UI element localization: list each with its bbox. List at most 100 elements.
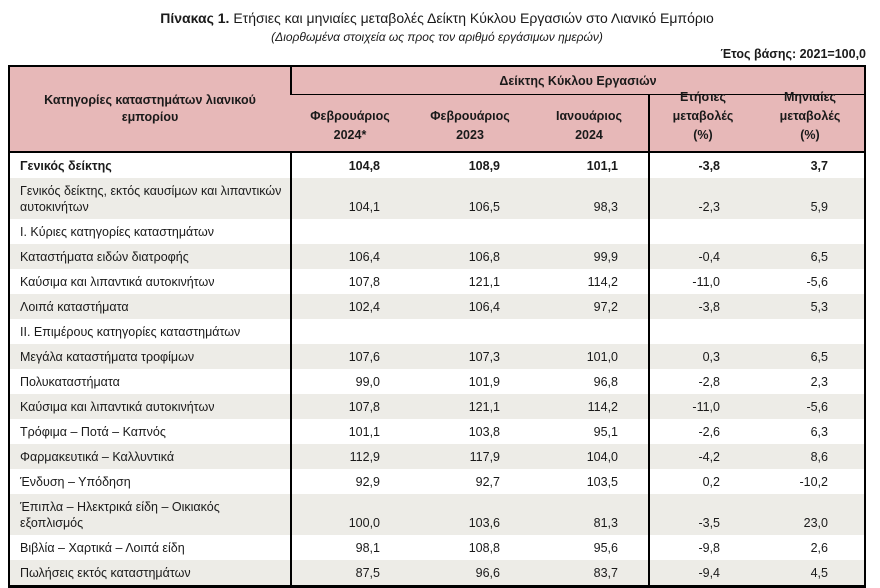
row-value bbox=[756, 219, 864, 244]
row-value: 98,3 bbox=[530, 178, 648, 219]
row-value: -9,8 bbox=[648, 535, 756, 560]
row-label: Λοιπά καταστήματα bbox=[10, 294, 290, 319]
row-value bbox=[756, 319, 864, 344]
row-label: Γενικός δείκτης bbox=[20, 159, 112, 173]
row-value: -3,5 bbox=[648, 494, 756, 535]
row-value: 102,4 bbox=[290, 294, 410, 319]
row-value: 114,2 bbox=[530, 394, 648, 419]
table-title: Πίνακας 1. Ετήσιες και μηνιαίες μεταβολέ… bbox=[8, 9, 866, 27]
row-value: -10,2 bbox=[799, 475, 829, 489]
row-value: 92,7 bbox=[475, 475, 500, 489]
row-value: 106,8 bbox=[410, 244, 530, 269]
row-value: 107,8 bbox=[290, 269, 410, 294]
row-value: -3,8 bbox=[648, 153, 756, 178]
row-value: 98,1 bbox=[290, 535, 410, 560]
row-value bbox=[648, 319, 756, 344]
turnover-index-table: Κατηγορίες καταστημάτων λιανικού εμπορίο… bbox=[8, 65, 866, 588]
row-value: 103,6 bbox=[410, 494, 530, 535]
row-label: Καύσιμα και λιπαντικά αυτοκινήτων bbox=[20, 275, 215, 289]
table-subtitle: (Διορθωμένα στοιχεία ως προς τον αριθμό … bbox=[271, 30, 603, 44]
category-column-header: Κατηγορίες καταστημάτων λιανικού εμπορίο… bbox=[10, 67, 290, 153]
row-value: 104,8 bbox=[290, 153, 410, 178]
row-value: -11,0 bbox=[648, 394, 756, 419]
row-value: 4,5 bbox=[756, 560, 864, 585]
row-label: Φαρμακευτικά – Καλλυντικά bbox=[10, 444, 290, 469]
row-value: 95,1 bbox=[593, 425, 618, 439]
group-header-turnover-index: Δείκτης Κύκλου Εργασιών bbox=[290, 67, 864, 95]
column-header-february-2023: Φεβρουάριος 2023 bbox=[410, 95, 530, 153]
row-label: Έπιπλα – Ηλεκτρικά είδη – Οικιακός εξοπλ… bbox=[10, 494, 290, 535]
row-value: 2,6 bbox=[810, 541, 828, 555]
row-value: 0,2 bbox=[648, 469, 756, 494]
row-value: 104,0 bbox=[530, 444, 648, 469]
row-value: -9,4 bbox=[648, 560, 756, 585]
row-value: 97,2 bbox=[530, 294, 648, 319]
row-value: 112,9 bbox=[290, 444, 410, 469]
row-value bbox=[530, 219, 648, 244]
row-label: Πωλήσεις εκτός καταστημάτων bbox=[10, 560, 290, 585]
table-title-prefix: Πίνακας 1. bbox=[160, 10, 230, 26]
row-value: 99,9 bbox=[530, 244, 648, 269]
row-value: 81,3 bbox=[530, 494, 648, 535]
row-value: -2,8 bbox=[648, 369, 756, 394]
row-value: -5,6 bbox=[806, 275, 828, 289]
row-label: Ένδυση – Υπόδηση bbox=[20, 475, 131, 489]
row-value: 96,8 bbox=[593, 375, 618, 389]
row-value: 100,0 bbox=[290, 494, 410, 535]
row-value: 101,1 bbox=[290, 419, 410, 444]
base-year-note: Έτος βάσης: 2021=100,0 bbox=[720, 47, 866, 61]
row-value: 8,6 bbox=[756, 444, 864, 469]
row-value: 107,6 bbox=[290, 344, 410, 369]
row-value: 83,7 bbox=[530, 560, 648, 585]
row-value: 106,4 bbox=[410, 294, 530, 319]
row-value: 0,3 bbox=[648, 344, 756, 369]
row-value: -0,4 bbox=[648, 244, 756, 269]
row-value: 114,2 bbox=[587, 275, 618, 289]
row-value: 106,5 bbox=[410, 178, 530, 219]
row-value bbox=[410, 319, 530, 344]
row-value: 92,9 bbox=[290, 469, 410, 494]
row-label: Μεγάλα καταστήματα τροφίμων bbox=[10, 344, 290, 369]
column-header-annual-changes: Ετήσιες μεταβολές (%) bbox=[648, 90, 756, 153]
row-label: Βιβλία – Χαρτικά – Λοιπά είδη bbox=[20, 541, 185, 555]
row-value: 107,3 bbox=[410, 344, 530, 369]
column-header-january-2024: Ιανουάριος 2024 bbox=[530, 95, 648, 153]
row-value bbox=[530, 319, 648, 344]
row-value: 6,3 bbox=[810, 425, 828, 439]
row-value: 23,0 bbox=[756, 494, 864, 535]
row-value: 87,5 bbox=[290, 560, 410, 585]
section-row-label: ΙΙ. Επιμέρους κατηγορίες καταστημάτων bbox=[20, 325, 241, 339]
row-value: 103,8 bbox=[468, 425, 500, 439]
row-value: 99,0 bbox=[290, 369, 410, 394]
row-value: -5,6 bbox=[756, 394, 864, 419]
row-value: -2,3 bbox=[648, 178, 756, 219]
row-value: 101,1 bbox=[586, 159, 618, 173]
row-value: 3,7 bbox=[810, 159, 828, 173]
row-value: -11,0 bbox=[648, 269, 756, 294]
table-title-text: Ετήσιες και μηνιαίες μεταβολές Δείκτη Κύ… bbox=[229, 10, 714, 26]
row-value: 2,3 bbox=[810, 375, 828, 389]
row-label: Γενικός δείκτης, εκτός καυσίμων και λιπα… bbox=[10, 178, 290, 219]
row-value: 121,1 bbox=[410, 394, 530, 419]
row-value bbox=[290, 319, 410, 344]
row-value: 101,9 bbox=[468, 375, 500, 389]
row-value: 101,0 bbox=[530, 344, 648, 369]
row-label: Τρόφιμα – Ποτά – Καπνός bbox=[20, 425, 166, 439]
column-header-february-2024: Φεβρουάριος 2024* bbox=[290, 95, 410, 153]
row-label: Καταστήματα ειδών διατροφής bbox=[10, 244, 290, 269]
row-value: 96,6 bbox=[410, 560, 530, 585]
row-value: 104,1 bbox=[290, 178, 410, 219]
row-label: Καύσιμα και λιπαντικά αυτοκινήτων bbox=[10, 394, 290, 419]
row-value: 5,9 bbox=[756, 178, 864, 219]
row-value: 108,9 bbox=[468, 159, 500, 173]
row-value: 6,5 bbox=[756, 344, 864, 369]
column-header-monthly-changes: Μηνιαίες μεταβολές (%) bbox=[756, 90, 864, 153]
row-value: 95,6 bbox=[593, 541, 618, 555]
row-value: 117,9 bbox=[410, 444, 530, 469]
row-value: 106,4 bbox=[290, 244, 410, 269]
row-value: 103,5 bbox=[586, 475, 618, 489]
row-value bbox=[648, 219, 756, 244]
row-value: 108,8 bbox=[468, 541, 500, 555]
section-row-label: Ι. Κύριες κατηγορίες καταστημάτων bbox=[20, 225, 215, 239]
